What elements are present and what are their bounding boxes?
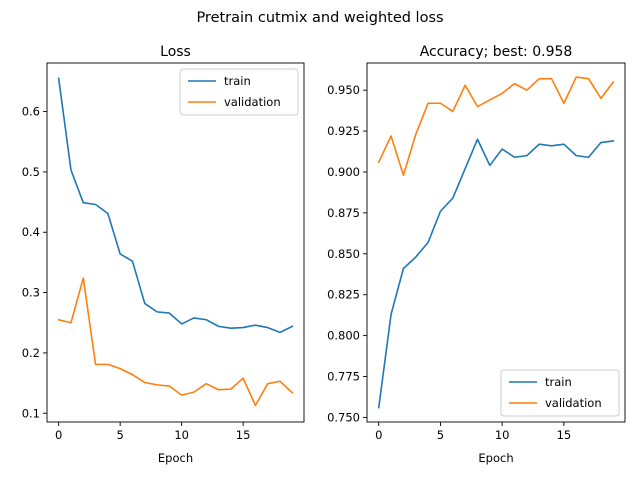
accuracy-title: Accuracy; best: 0.958	[420, 44, 573, 60]
accuracy-y-tick-label: 0.900	[327, 165, 360, 179]
figure-suptitle: Pretrain cutmix and weighted loss	[196, 10, 443, 26]
accuracy-series-validation-line	[377, 76, 615, 177]
loss-y-tick-label: 0.1	[22, 406, 40, 420]
accuracy-x-tick-label: 0	[375, 428, 382, 442]
loss-y-tick-label: 0.2	[22, 346, 40, 360]
loss-legend: train validation	[179, 68, 299, 116]
accuracy-y-tick-label: 0.950	[327, 83, 360, 97]
accuracy-y-tick-label: 0.775	[327, 370, 360, 384]
accuracy-y-tick-label: 0.825	[327, 288, 360, 302]
accuracy-legend-train-label: train	[545, 375, 572, 389]
accuracy-legend: train validation	[500, 369, 620, 417]
loss-legend-validation-label: validation	[224, 95, 281, 109]
loss-x-tick-label: 5	[117, 428, 124, 442]
loss-y-tick-label: 0.5	[22, 165, 40, 179]
accuracy-x-tick-label: 15	[557, 428, 572, 442]
accuracy-x-tick-label: 5	[437, 428, 444, 442]
loss-x-axis-label: Epoch	[158, 451, 193, 465]
loss-panel: Loss 0 5 10 15 0.1 0.2 0.3 0.4 0.5 0.6 Epoch train va…	[22, 44, 305, 465]
loss-title: Loss	[160, 44, 191, 60]
accuracy-panel: Accuracy; best: 0.958 0 5 10 15 0.750 0.775 0.8…	[327, 44, 626, 465]
loss-y-tick-label: 0.6	[22, 105, 40, 119]
accuracy-x-axis-label: Epoch	[478, 451, 513, 465]
loss-x-tick-label: 15	[236, 428, 251, 442]
accuracy-y-tick-label: 0.800	[327, 329, 360, 343]
loss-x-tick-label: 10	[174, 428, 189, 442]
loss-x-tick-label: 0	[55, 428, 62, 442]
loss-legend-train-label: train	[224, 74, 251, 88]
accuracy-y-tick-label: 0.750	[327, 410, 360, 424]
accuracy-y-tick-label: 0.925	[327, 124, 360, 138]
loss-axes-frame	[46, 62, 305, 423]
loss-series-validation-line	[57, 277, 294, 407]
accuracy-legend-validation-label: validation	[545, 396, 602, 410]
accuracy-x-tick-label: 10	[495, 428, 510, 442]
accuracy-series-train-line	[377, 138, 615, 409]
loss-y-tick-label: 0.4	[22, 225, 40, 239]
loss-y-tick-label: 0.3	[22, 286, 40, 300]
accuracy-axes-frame	[366, 62, 626, 423]
accuracy-y-tick-label: 0.850	[327, 247, 360, 261]
accuracy-y-tick-label: 0.875	[327, 206, 360, 220]
loss-series-train-line	[57, 77, 294, 334]
